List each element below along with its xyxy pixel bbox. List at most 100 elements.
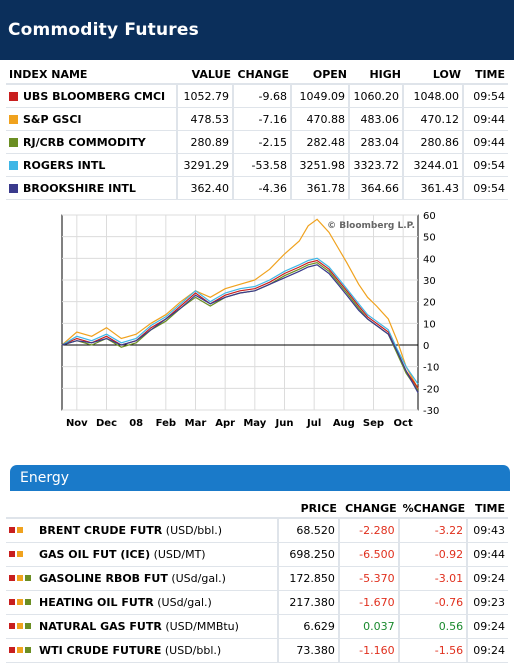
commodity-time: 09:43 [468,519,508,543]
index-open: 3251.98 [292,154,350,177]
index-name[interactable]: BROOKSHIRE INTL [23,181,136,195]
index-row[interactable]: BROOKSHIRE INTL 362.40 -4.36 361.78 364.66 36… [6,177,508,200]
commodity-unit: (USD/bbl.) [164,644,222,657]
y-tick-label: 10 [423,319,436,330]
commodity-change: -1.670 [339,591,400,615]
col-index-name: INDEX NAME [6,65,178,85]
index-value: 3291.29 [178,154,234,177]
y-tick-label: 20 [423,298,436,309]
commodity-time: 09:23 [468,591,508,615]
x-tick-label: Jun [275,418,294,429]
energy-row[interactable]: GASOLINE RBOB FUT (USd/gal.) 172.850 -5.37… [6,567,508,591]
index-member-icon [17,527,23,533]
col-pct-change: %CHANGE [399,499,469,519]
index-value: 362.40 [178,177,234,200]
y-tick-label: 40 [423,254,436,265]
index-name-cell[interactable]: S&P GSCI [6,108,178,131]
commodity-pct-change: -0.92 [399,543,469,567]
energy-name-cell[interactable]: GASOLINE RBOB FUT (USd/gal.) [6,567,279,591]
energy-name-cell[interactable]: GAS OIL FUT (ICE) (USD/MT) [6,543,279,567]
x-tick-label: Dec [96,418,117,429]
energy-table: PRICE CHANGE %CHANGE TIME BRENT CRUDE FU… [6,499,508,663]
index-member-icon [9,527,15,533]
index-row[interactable]: S&P GSCI 478.53 -7.16 470.88 483.06 470.12 09:… [6,108,508,131]
index-name-cell[interactable]: UBS BLOOMBERG CMCI [6,85,178,108]
index-member-icon [17,623,23,629]
energy-name-cell[interactable]: WTI CRUDE FUTURE (USD/bbl.) [6,639,279,663]
series-color-swatch [9,160,18,170]
commodity-name[interactable]: WTI CRUDE FUTURE [39,644,162,657]
commodity-name[interactable]: HEATING OIL FUTR [39,596,154,609]
index-member-icon [17,575,23,581]
index-membership-icons [9,644,39,657]
commodity-change: -6.500 [339,543,400,567]
x-tick-label: Nov [66,418,88,429]
index-member-icon [9,647,15,653]
x-tick-label: Feb [156,418,176,429]
index-name[interactable]: UBS BLOOMBERG CMCI [23,89,166,103]
index-name-cell[interactable]: BROOKSHIRE INTL [6,177,178,200]
index-open: 1049.09 [292,85,350,108]
index-change: -2.15 [234,131,292,154]
energy-name-cell[interactable]: HEATING OIL FUTR (USd/gal.) [6,591,279,615]
index-name[interactable]: S&P GSCI [23,112,82,126]
index-high: 483.06 [350,108,404,131]
col-value: VALUE [178,65,234,85]
commodity-time: 09:24 [468,615,508,639]
index-name[interactable]: ROGERS INTL [23,158,106,172]
commodity-pct-change: -0.76 [399,591,469,615]
energy-row[interactable]: HEATING OIL FUTR (USd/gal.) 217.380 -1.670… [6,591,508,615]
y-tick-label: -20 [423,384,439,395]
commodity-pct-change: 0.56 [399,615,469,639]
commodity-name[interactable]: GAS OIL FUT (ICE) [39,548,151,561]
index-change: -4.36 [234,177,292,200]
commodity-pct-change: -3.01 [399,567,469,591]
index-row[interactable]: UBS BLOOMBERG CMCI 1052.79 -9.68 1049.09 106… [6,85,508,108]
index-member-icon [9,623,15,629]
energy-row[interactable]: NATURAL GAS FUTR (USD/MMBtu) 6.629 0.037 0.… [6,615,508,639]
index-row[interactable]: RJ/CRB COMMODITY 280.89 -2.15 282.48 283.04 2… [6,131,508,154]
energy-row[interactable]: GAS OIL FUT (ICE) (USD/MT) 698.250 -6.500-… [6,543,508,567]
index-table-header: INDEX NAME VALUE CHANGE OPEN HIGH LOW TI… [6,65,508,85]
energy-name-cell[interactable]: NATURAL GAS FUTR (USD/MMBtu) [6,615,279,639]
commodity-name[interactable]: NATURAL GAS FUTR [39,620,162,633]
index-high: 283.04 [350,131,404,154]
commodity-time: 09:24 [468,567,508,591]
commodity-name[interactable]: GASOLINE RBOB FUT [39,572,168,585]
index-member-icon [17,551,23,557]
col-high: HIGH [350,65,404,85]
commodity-price: 698.250 [278,543,340,567]
index-member-icon [9,599,15,605]
index-membership-icons [9,596,39,609]
y-tick-label: 0 [423,341,429,352]
y-tick-label: 30 [423,276,436,287]
energy-row[interactable]: WTI CRUDE FUTURE (USD/bbl.) 73.380 -1.160-… [6,639,508,663]
energy-section-header[interactable]: Energy [10,465,510,491]
index-change: -7.16 [234,108,292,131]
energy-name-cell[interactable]: BRENT CRUDE FUTR (USD/bbl.) [6,519,279,543]
x-tick-label: Oct [394,418,413,429]
index-low: 361.43 [404,177,464,200]
index-row[interactable]: ROGERS INTL 3291.29 -53.58 3251.98 3323.72 32… [6,154,508,177]
index-name[interactable]: RJ/CRB COMMODITY [23,135,146,149]
x-tick-label: 08 [129,418,143,429]
index-member-icon [25,575,31,581]
index-open: 361.78 [292,177,350,200]
commodity-time: 09:24 [468,639,508,663]
col-time: TIME [464,65,508,85]
commodity-name[interactable]: BRENT CRUDE FUTR [39,524,163,537]
series-color-swatch [9,183,18,193]
index-member-icon [25,599,31,605]
x-tick-label: May [243,418,266,429]
index-time: 09:54 [464,154,508,177]
index-member-icon [9,575,15,581]
x-tick-label: Apr [215,418,235,429]
index-name-cell[interactable]: ROGERS INTL [6,154,178,177]
index-member-icon [25,623,31,629]
index-value: 1052.79 [178,85,234,108]
index-name-cell[interactable]: RJ/CRB COMMODITY [6,131,178,154]
commodity-unit: (USD/bbl.) [165,524,223,537]
col-energy-change: CHANGE [339,499,400,519]
commodity-unit: (USD/MMBtu) [165,620,239,633]
energy-row[interactable]: BRENT CRUDE FUTR (USD/bbl.) 68.520 -2.280-… [6,519,508,543]
